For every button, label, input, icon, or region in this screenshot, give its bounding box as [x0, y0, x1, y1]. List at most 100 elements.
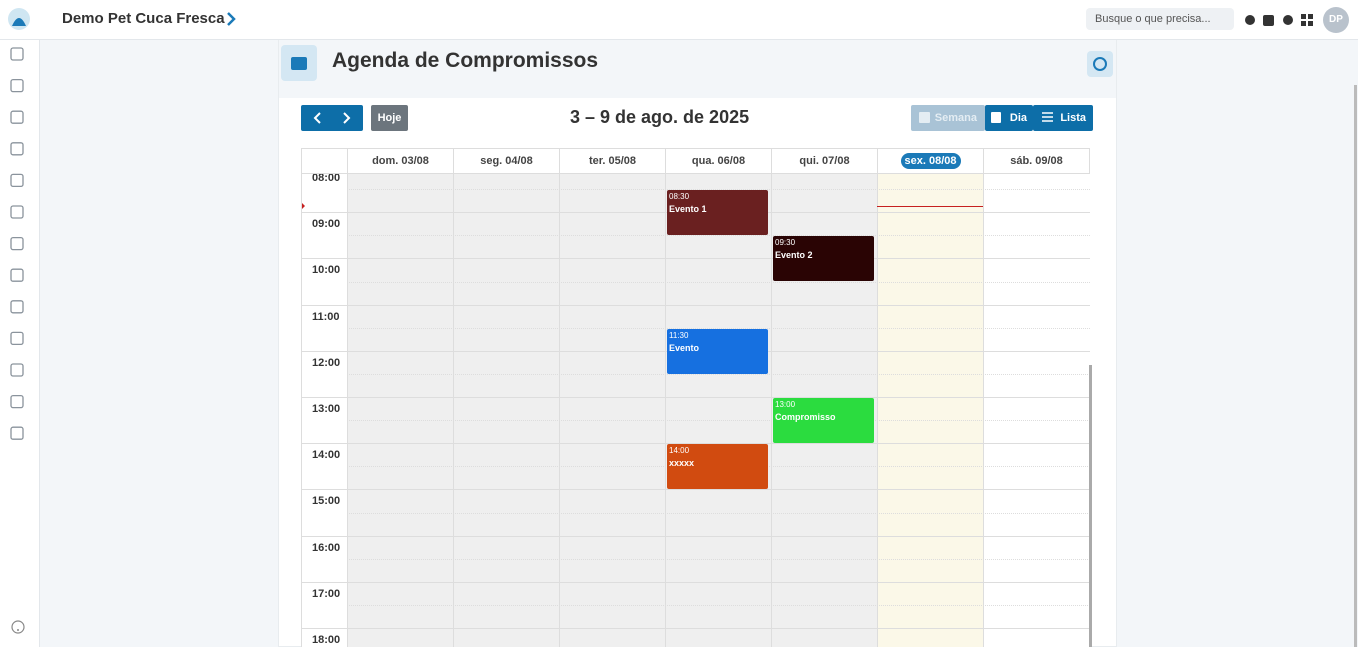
chevron: [227, 12, 236, 26]
day-label-text: sex. 08/08: [900, 153, 961, 169]
event[interactable]: 11:30 Evento: [667, 328, 768, 374]
event[interactable]: 09:30 Evento 2: [773, 236, 874, 282]
hour-line: [301, 581, 1090, 583]
calendar-body: 08:00 09:00 10:00 11:00 12:00 13:00 14:00 15:00…: [301, 174, 1090, 647]
nav-icon[interactable]: [10, 173, 24, 188]
company-name[interactable]: Demo Pet Cuca Fresca: [62, 10, 225, 27]
half-hour-line: [347, 373, 1090, 375]
hour-line: [301, 489, 1090, 491]
nav-icon[interactable]: [10, 205, 24, 219]
day-label: sáb. 09/08: [983, 149, 1089, 173]
hour-label: 09:00: [312, 218, 341, 231]
day-label-text: ter. 05/08: [588, 155, 637, 167]
page-icon: [281, 45, 317, 81]
day-label-text: qua. 06/08: [691, 155, 746, 167]
event[interactable]: 13:00 Compromisso: [773, 398, 874, 443]
logo: [8, 8, 30, 30]
day-label: qua. 06/08: [665, 149, 771, 173]
view-list[interactable]: Lista: [1033, 105, 1093, 131]
nav-icon[interactable]: [10, 426, 24, 440]
date-range: 3 – 9 de ago. de 2025: [570, 107, 750, 127]
day-column: [665, 174, 771, 647]
hour-line: [301, 535, 1090, 537]
day-header: dom. 03/08 seg. 04/08 ter. 05/08 qua. 06/08…: [301, 148, 1090, 174]
event-title: Evento 2: [775, 250, 813, 261]
event-time: 09:30: [775, 238, 796, 248]
half-hour-line: [347, 512, 1090, 514]
cal-scrollbar: [1089, 365, 1092, 647]
nav-icon[interactable]: [10, 110, 24, 124]
nav-buttons[interactable]: [301, 105, 363, 131]
hour-line: [301, 258, 1090, 260]
event-title: xxxxx: [669, 458, 695, 469]
hour-label: 17:00: [312, 587, 341, 600]
day-label-text: qui. 07/08: [799, 155, 850, 167]
now-line: [877, 206, 983, 207]
header-icons: [1245, 14, 1313, 26]
day-column: [983, 174, 1089, 647]
avatar[interactable]: DP: [1323, 7, 1349, 33]
event-title: Evento 1: [669, 204, 707, 215]
hour-label: 16:00: [312, 541, 341, 554]
view-icons: [919, 112, 1053, 123]
nav-icon[interactable]: [10, 78, 24, 93]
day-label: seg. 04/08: [453, 149, 559, 173]
hour-line: [301, 628, 1090, 629]
page-scrollbar: [1354, 85, 1357, 647]
hour-line: [301, 397, 1090, 398]
nav-icon[interactable]: [10, 236, 24, 251]
half-hour-line: [347, 604, 1090, 606]
day-label: qui. 07/08: [771, 149, 877, 173]
event-time: 08:30: [669, 192, 690, 202]
hour-line: [301, 443, 1090, 445]
event-time: 11:30: [669, 330, 689, 340]
hour-label: 12:00: [312, 356, 341, 369]
nav-icon[interactable]: [10, 47, 24, 61]
day-label-text: dom. 03/08: [372, 155, 429, 167]
nav-icon[interactable]: [10, 268, 24, 282]
half-hour-line: [347, 189, 1090, 191]
hour-label: 11:00: [312, 310, 340, 323]
hour-label: 15:00: [312, 495, 341, 508]
cal-border: [301, 148, 302, 647]
event[interactable]: 14:00 xxxxx: [667, 444, 768, 490]
now-marker: [301, 202, 305, 210]
panel-header: [279, 40, 1116, 98]
search-box[interactable]: Busque o que precisa...: [1086, 8, 1234, 30]
day-label-text: seg. 04/08: [480, 155, 533, 167]
day-label: ter. 05/08: [559, 149, 665, 173]
back-button[interactable]: [1087, 51, 1113, 77]
day-label-text: sáb. 09/08: [1010, 155, 1063, 167]
hour-label: 18:00: [312, 634, 341, 646]
day-column: [453, 174, 559, 647]
day-column: [877, 174, 983, 647]
nav-icon[interactable]: [10, 331, 24, 346]
event-title: Compromisso: [775, 412, 836, 422]
half-hour-line: [347, 420, 1090, 422]
help-icon[interactable]: [10, 619, 26, 635]
hour-label: 13:00: [312, 403, 341, 415]
nav-icon[interactable]: [10, 300, 24, 314]
half-hour-line: [347, 558, 1090, 560]
half-hour-line: [347, 327, 1090, 329]
hour-label: 08:00: [312, 174, 341, 184]
event-time: 13:00: [775, 400, 796, 409]
day-column: [559, 174, 665, 647]
view-week[interactable]: Semana: [911, 105, 985, 131]
hour-label: 10:00: [312, 264, 341, 277]
sidebar-icons: [10, 47, 24, 440]
nav-icon[interactable]: [10, 363, 24, 377]
nav-icon[interactable]: [10, 394, 24, 409]
event[interactable]: 08:30 Evento 1: [667, 190, 768, 236]
today-button[interactable]: Hoje: [371, 105, 408, 131]
event-title: Evento: [669, 342, 700, 353]
sidebar: [0, 40, 40, 647]
day-column: [347, 174, 453, 647]
hour-label: 14:00: [312, 449, 341, 462]
day-label: dom. 03/08: [347, 149, 453, 173]
event-time: 14:00: [669, 446, 690, 456]
nav-icon[interactable]: [10, 142, 24, 156]
page-title: Agenda de Compromissos: [332, 49, 599, 72]
half-hour-line: [347, 235, 1090, 237]
